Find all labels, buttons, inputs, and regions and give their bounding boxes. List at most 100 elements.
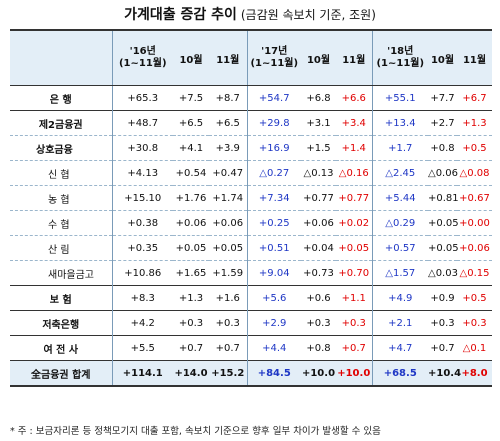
table-cell: +0.25 bbox=[246, 210, 301, 236]
table-cell: +1.65 bbox=[175, 267, 207, 279]
table-cell: +0.3 bbox=[462, 317, 487, 329]
table-cell: +0.73 bbox=[303, 267, 334, 279]
table-cell: +5.44 bbox=[371, 185, 428, 211]
table-cell: +0.06 bbox=[303, 217, 334, 229]
table-cell: +0.3 bbox=[341, 317, 366, 329]
table-cell: +0.38 bbox=[111, 210, 173, 236]
table-row: 산 림 +0.35 +0.05 +0.05 +0.51 +0.04 +0.05 +0.57 +0… bbox=[10, 235, 492, 261]
header-year-2017: '17년 (1~11월) bbox=[246, 29, 301, 86]
table-cell: +1.1 bbox=[341, 292, 366, 304]
table-cell: +0.02 bbox=[338, 217, 370, 229]
table-cell: +8.7 bbox=[215, 92, 240, 104]
table-cell: +10.86 bbox=[111, 260, 173, 286]
table-cell: +6.5 bbox=[178, 117, 204, 129]
table-cell: △0.15 bbox=[459, 267, 490, 279]
row-label: 농 협 bbox=[48, 194, 70, 206]
table-cell: +1.5 bbox=[306, 142, 331, 154]
table-cell: +0.00 bbox=[459, 217, 490, 229]
total-row: 全금융권 합계 +114.1 +14.0 +15.2 +84.5 +10.0 +… bbox=[10, 360, 492, 387]
header-month-10: 10월 bbox=[173, 29, 209, 86]
table-row: 보 험 +8.3 +1.3 +1.6 +5.6 +0.6 +1.1 +4.9 +0.9 +0.5 bbox=[10, 285, 492, 311]
total-label: 全금융권 합계 bbox=[10, 360, 112, 387]
header-empty bbox=[10, 29, 112, 86]
total-cell: +14.0 bbox=[173, 360, 209, 387]
table-cell: +16.9 bbox=[246, 135, 301, 161]
table-cell: +0.81 bbox=[428, 192, 459, 204]
table-cell: +1.7 bbox=[371, 135, 428, 161]
row-label: 은 행 bbox=[49, 94, 72, 106]
table-row: 농 협 +15.10 +1.76 +1.74 +7.34 +0.77 +0.77 +5.44 +… bbox=[10, 185, 492, 211]
table-cell: +0.9 bbox=[430, 292, 455, 304]
table-cell: +0.47 bbox=[212, 167, 244, 179]
total-cell: +68.5 bbox=[371, 360, 428, 387]
table-cell: +5.6 bbox=[246, 285, 301, 311]
row-label: 새마을금고 bbox=[48, 269, 94, 281]
table-cell: +3.1 bbox=[306, 117, 331, 129]
row-label: 저축은행 bbox=[42, 319, 80, 331]
total-cell: +15.2 bbox=[209, 360, 247, 387]
table-row: 수 협 +0.38 +0.06 +0.06 +0.25 +0.06 +0.02 △0.29 +0… bbox=[10, 210, 492, 236]
table-cell: +48.7 bbox=[111, 110, 173, 136]
table-cell: +0.06 bbox=[459, 242, 490, 254]
title-sub: (금감원 속보치 기준, 조원) bbox=[240, 8, 376, 22]
table-cell: △0.06 bbox=[428, 167, 458, 179]
table-cell: +0.6 bbox=[306, 292, 331, 304]
table-cell: +0.8 bbox=[430, 142, 455, 154]
table-cell: +0.3 bbox=[430, 317, 455, 329]
table-row: 제2금융권 +48.7 +6.5 +6.5 +29.8 +3.1 +3.4 +13.4 +2.7… bbox=[10, 110, 492, 136]
table-cell: +0.3 bbox=[215, 317, 240, 329]
table-cell: +1.74 bbox=[212, 192, 244, 204]
table-cell: +2.7 bbox=[430, 117, 455, 129]
table-cell: +54.7 bbox=[246, 85, 301, 111]
row-label: 제2금융권 bbox=[38, 119, 83, 131]
table-cell: +0.5 bbox=[462, 292, 487, 304]
table-cell: +1.59 bbox=[212, 267, 244, 279]
table-cell: △1.57 bbox=[371, 260, 428, 286]
header-year-2016: '16년 (1~11월) bbox=[111, 29, 173, 86]
total-cell: +10.4 bbox=[428, 360, 461, 387]
table-cell: +1.76 bbox=[175, 192, 207, 204]
header-month-10: 10월 bbox=[428, 29, 457, 86]
table-row: 여 전 사 +5.5 +0.7 +0.7 +4.4 +0.8 +0.7 +4.7 +0.7 △0.… bbox=[10, 335, 492, 361]
header-month-11: 11월 bbox=[457, 29, 492, 86]
title-main: 가계대출 증감 추이 bbox=[124, 7, 237, 23]
table-cell: +7.34 bbox=[246, 185, 301, 211]
total-cell: +10.0 bbox=[336, 360, 372, 387]
row-label: 여 전 사 bbox=[43, 344, 79, 356]
row-label: 상호금융 bbox=[36, 144, 73, 156]
total-cell: +8.0 bbox=[457, 360, 492, 387]
table-row: 은 행 +65.3 +7.5 +8.7 +54.7 +6.8 +6.6 +55.1 +7.7 +6… bbox=[10, 85, 492, 111]
table-cell: +0.06 bbox=[212, 217, 244, 229]
table-cell: +0.77 bbox=[303, 192, 334, 204]
table-cell: +13.4 bbox=[371, 110, 428, 136]
table-cell: +0.06 bbox=[175, 217, 207, 229]
table-cell: +65.3 bbox=[111, 85, 173, 111]
table-row: 저축은행 +4.2 +0.3 +0.3 +2.9 +0.3 +0.3 +2.1 +0.3 +0.3 bbox=[10, 310, 492, 336]
table-cell: △2.45 bbox=[371, 160, 428, 186]
table-cell: +4.4 bbox=[246, 335, 301, 361]
table-cell: +0.04 bbox=[303, 242, 334, 254]
table-cell: +4.1 bbox=[178, 142, 204, 154]
row-label: 신 협 bbox=[48, 169, 70, 181]
row-label: 산 림 bbox=[48, 244, 70, 256]
table-cell: +1.6 bbox=[215, 292, 240, 304]
table-cell: +15.10 bbox=[111, 185, 173, 211]
table-cell: +4.13 bbox=[111, 160, 173, 186]
table-cell: +0.57 bbox=[371, 235, 428, 261]
table-cell: +3.4 bbox=[341, 117, 366, 129]
table-cell: +6.6 bbox=[341, 92, 366, 104]
table-cell: +1.3 bbox=[178, 292, 204, 304]
header-month-11: 11월 bbox=[209, 29, 247, 86]
table-cell: +0.3 bbox=[306, 317, 331, 329]
row-label: 수 협 bbox=[48, 219, 70, 231]
table-cell: +1.4 bbox=[341, 142, 366, 154]
table-cell: +0.54 bbox=[175, 167, 207, 179]
table-cell: △0.29 bbox=[371, 210, 428, 236]
table-cell: +0.8 bbox=[306, 342, 331, 354]
table-cell: +0.77 bbox=[338, 192, 370, 204]
header-year-2018: '18년 (1~11월) bbox=[371, 29, 428, 86]
table-cell: +0.05 bbox=[212, 242, 244, 254]
table-row: 새마을금고 +10.86 +1.65 +1.59 +9.04 +0.73 +0.70 △1.5… bbox=[10, 260, 492, 286]
total-cell: +10.0 bbox=[301, 360, 336, 387]
table-cell: +0.05 bbox=[175, 242, 207, 254]
